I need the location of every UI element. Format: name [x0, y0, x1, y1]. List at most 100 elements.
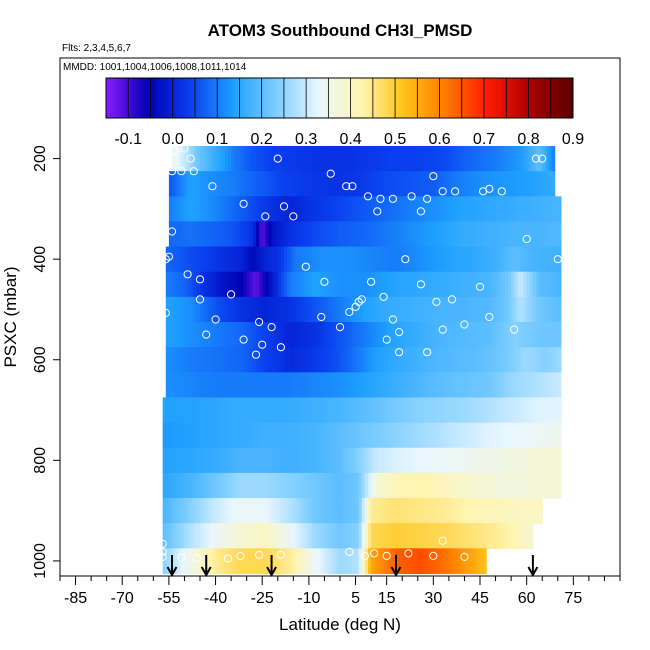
heatmap-cell	[368, 548, 372, 575]
heatmap-cell	[321, 523, 326, 549]
heatmap-cell	[296, 347, 301, 373]
heatmap-cell	[234, 146, 238, 172]
heatmap-cell	[396, 196, 400, 223]
heatmap-cell	[333, 322, 338, 348]
heatmap-cell	[271, 322, 276, 348]
heatmap-cell	[355, 472, 360, 499]
heatmap-cell	[321, 498, 326, 524]
colorbar-segment	[547, 78, 551, 118]
heatmap-cell	[504, 146, 509, 172]
heatmap-cell	[240, 146, 245, 172]
heatmap-cell	[414, 322, 419, 348]
heatmap-cell	[489, 347, 494, 373]
heatmap-cell	[417, 422, 422, 449]
heatmap-cell	[405, 472, 410, 499]
heatmap-cell	[452, 397, 456, 424]
heatmap-cell	[352, 221, 357, 248]
observation-point	[202, 330, 211, 339]
heatmap-cell	[439, 347, 444, 373]
heatmap-cell	[545, 397, 550, 424]
heatmap-cell	[414, 447, 419, 474]
heatmap-cell	[548, 171, 553, 197]
heatmap-cell	[262, 422, 266, 449]
heatmap-cell	[324, 146, 329, 172]
heatmap-cell	[277, 271, 282, 298]
heatmap-cell	[392, 523, 397, 549]
heatmap-cell	[315, 347, 319, 373]
colorbar-segment	[508, 78, 512, 118]
heatmap-cell	[175, 347, 179, 373]
heatmap-cell	[193, 548, 198, 575]
observation-point	[326, 169, 335, 178]
heatmap-cell	[445, 372, 450, 399]
heatmap-cell	[436, 196, 441, 223]
heatmap-cell	[318, 196, 322, 223]
heatmap-cell	[206, 271, 210, 298]
colorbar-segment	[176, 78, 179, 118]
observation-point	[438, 536, 447, 545]
heatmap-cell	[492, 422, 497, 449]
heatmap-cell	[218, 322, 223, 348]
heatmap-cell	[231, 146, 235, 172]
colorbar-segment	[464, 78, 467, 118]
heatmap-cell	[483, 397, 487, 424]
heatmap-cell	[234, 271, 238, 298]
heatmap-cell	[349, 221, 354, 248]
heatmap-cell	[203, 146, 207, 172]
heatmap-cell	[464, 322, 469, 348]
heatmap-cell	[514, 322, 518, 348]
heatmap-cell	[377, 422, 382, 449]
heatmap-cell	[467, 246, 472, 273]
heatmap-cell	[498, 322, 503, 348]
colorbar-segment	[471, 78, 475, 118]
heatmap-cell	[340, 196, 344, 223]
heatmap-cell	[224, 447, 229, 474]
observation-point	[423, 348, 432, 357]
heatmap-cell	[498, 447, 503, 474]
x-tick-label: -55	[157, 590, 180, 607]
heatmap-cell	[203, 322, 207, 348]
heatmap-cell	[305, 296, 310, 323]
heatmap-cell	[343, 171, 347, 197]
heatmap-cell	[489, 146, 494, 172]
heatmap-cell	[352, 447, 357, 474]
heatmap-cell	[343, 422, 347, 449]
heatmap-cell	[212, 548, 217, 575]
heatmap-cell	[551, 347, 556, 373]
heatmap-cell	[517, 171, 522, 197]
heatmap-cell	[268, 447, 273, 474]
heatmap-cell	[271, 271, 276, 298]
colorbar-segment	[213, 78, 216, 118]
heatmap-cell	[442, 523, 447, 549]
heatmap-cell	[392, 221, 397, 248]
heatmap-cell	[305, 397, 310, 424]
heatmap-cell	[237, 296, 242, 323]
heatmap-cell	[473, 171, 478, 197]
heatmap-cell	[280, 221, 285, 248]
colorbar-segment	[111, 78, 115, 118]
heatmap-cell	[377, 347, 382, 373]
heatmap-cell	[470, 523, 475, 549]
heatmap-cell	[545, 422, 550, 449]
heatmap-cell	[312, 146, 316, 172]
heatmap-cell	[231, 397, 235, 424]
heatmap-cell	[305, 271, 310, 298]
heatmap-cell	[305, 372, 310, 399]
colorbar-segment	[388, 78, 391, 118]
colorbar-segment	[228, 78, 232, 118]
heatmap-cell	[262, 246, 266, 273]
heatmap-cell	[389, 296, 394, 323]
observation-point	[208, 182, 217, 191]
heatmap-cell	[480, 397, 484, 424]
heatmap-cell	[262, 397, 266, 424]
heatmap-cell	[293, 296, 298, 323]
heatmap-cell	[492, 246, 497, 273]
heatmap-cell	[542, 397, 546, 424]
observation-markers	[158, 144, 562, 563]
heatmap-cell	[399, 397, 403, 424]
heatmap-cell	[539, 171, 543, 197]
heatmap-cell	[296, 397, 301, 424]
heatmap-cell	[343, 372, 347, 399]
heatmap-cell	[526, 196, 531, 223]
heatmap-cell	[420, 146, 425, 172]
